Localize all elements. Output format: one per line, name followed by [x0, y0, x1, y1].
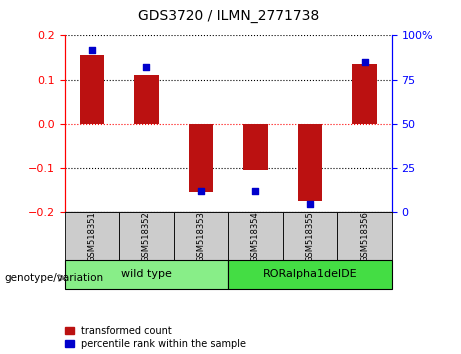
Point [361, 59, 368, 65]
FancyBboxPatch shape [337, 212, 392, 260]
Text: GDS3720 / ILMN_2771738: GDS3720 / ILMN_2771738 [137, 9, 319, 23]
FancyBboxPatch shape [65, 212, 119, 260]
Point [88, 47, 95, 52]
Text: wild type: wild type [121, 269, 172, 279]
Point [306, 201, 313, 206]
Legend: transformed count, percentile rank within the sample: transformed count, percentile rank withi… [65, 326, 246, 349]
FancyBboxPatch shape [283, 212, 337, 260]
Bar [80, 55, 104, 124]
Point [252, 188, 259, 194]
Text: GSM518353: GSM518353 [196, 211, 206, 262]
Text: GSM518351: GSM518351 [87, 211, 96, 262]
Bar [134, 75, 159, 124]
Bar [189, 124, 213, 193]
Text: GSM518356: GSM518356 [360, 211, 369, 262]
Point [142, 64, 150, 70]
FancyBboxPatch shape [228, 212, 283, 260]
Text: GSM518354: GSM518354 [251, 211, 260, 262]
FancyBboxPatch shape [119, 212, 174, 260]
FancyBboxPatch shape [65, 260, 228, 289]
Text: genotype/variation: genotype/variation [5, 273, 104, 283]
Text: GSM518352: GSM518352 [142, 211, 151, 262]
FancyBboxPatch shape [228, 260, 392, 289]
Text: RORalpha1delDE: RORalpha1delDE [263, 269, 357, 279]
FancyBboxPatch shape [174, 212, 228, 260]
Bar [352, 64, 377, 124]
Point [197, 188, 205, 194]
Bar [298, 124, 322, 201]
Text: GSM518355: GSM518355 [306, 211, 314, 262]
Bar [243, 124, 268, 170]
